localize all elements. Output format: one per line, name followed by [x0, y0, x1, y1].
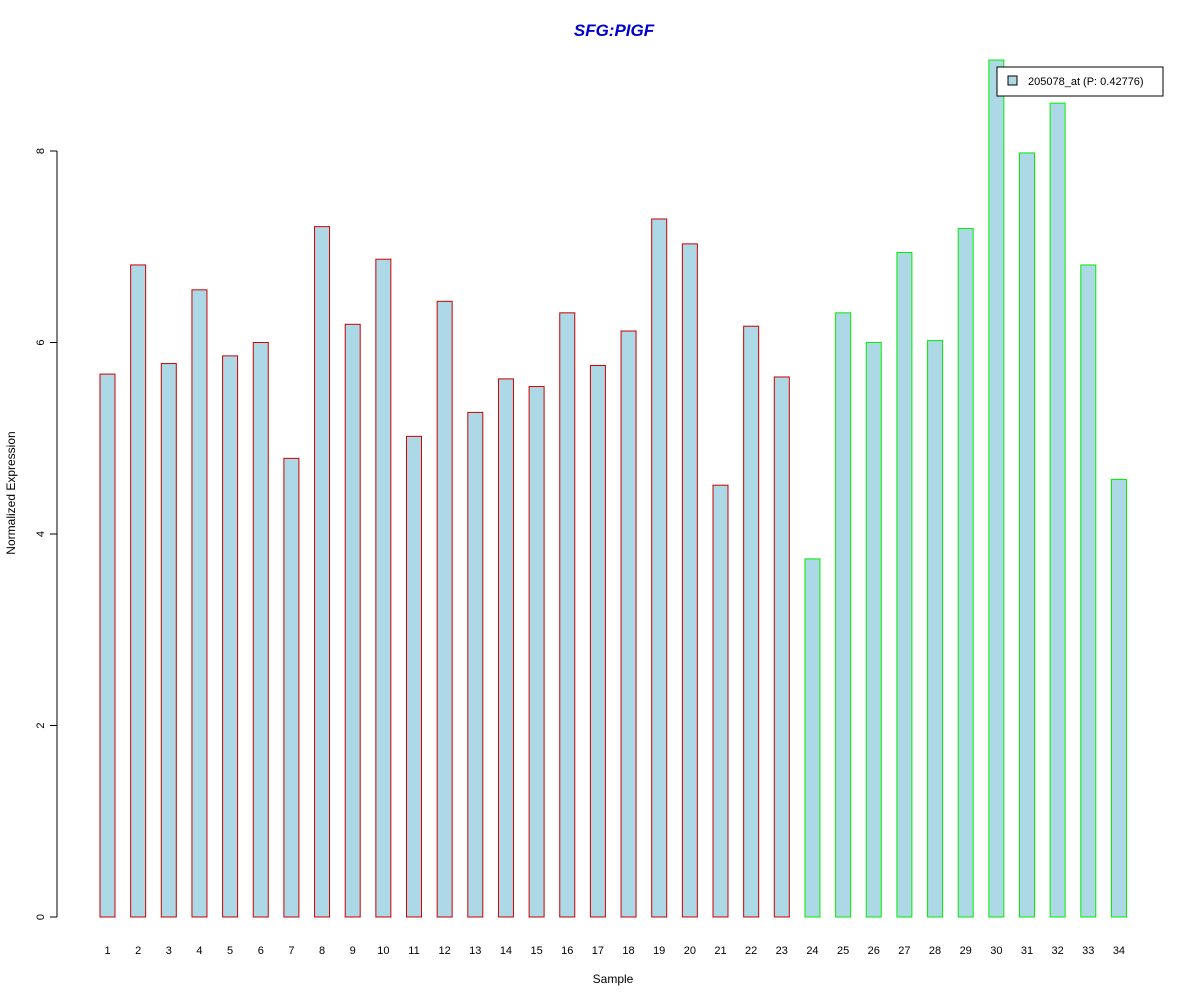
bar-sample-20: [681, 243, 698, 918]
legend: 205078_at (P: 0.42776): [996, 66, 1164, 97]
x-tick-label: 3: [166, 945, 172, 957]
x-tick-label: 29: [960, 945, 972, 957]
bar-sample-8: [314, 226, 331, 918]
x-tick-label: 10: [377, 945, 389, 957]
bar-sample-3: [160, 363, 177, 918]
x-tick-label: 25: [837, 945, 849, 957]
y-tick-label: 4: [35, 531, 47, 537]
x-tick-label: 22: [745, 945, 757, 957]
y-axis-label: Normalized Expression: [4, 431, 18, 554]
bar-sample-33: [1080, 264, 1097, 918]
bar-sample-30: [988, 59, 1005, 918]
bar-sample-16: [559, 312, 576, 918]
x-tick-label: 11: [408, 945, 419, 957]
x-tick-label: 8: [319, 945, 325, 957]
bar-sample-6: [252, 342, 269, 918]
x-tick-label: 33: [1082, 945, 1094, 957]
bar-sample-5: [222, 355, 239, 918]
bar-sample-31: [1019, 152, 1035, 918]
bar-sample-19: [651, 218, 668, 918]
x-tick-label: 19: [653, 945, 665, 957]
x-axis-label: Sample: [593, 972, 634, 986]
bar-sample-17: [589, 364, 606, 918]
x-tick-label: 23: [776, 945, 788, 957]
bar-sample-2: [130, 264, 147, 918]
x-tick-label: 16: [561, 945, 573, 957]
bar-sample-12: [436, 300, 453, 918]
bar-sample-10: [375, 258, 392, 918]
x-tick-label: 30: [990, 945, 1002, 957]
bar-sample-28: [927, 340, 944, 918]
x-tick-label: 24: [806, 945, 818, 957]
bar-sample-22: [743, 325, 760, 918]
chart-title: SFG:PIGF: [574, 21, 655, 40]
bar-sample-34: [1110, 478, 1127, 918]
x-tick-label: 32: [1052, 945, 1064, 957]
x-tick-label: 18: [622, 945, 634, 957]
x-tick-label: 1: [104, 945, 110, 957]
y-tick-label: 0: [35, 914, 47, 920]
bar-sample-27: [896, 252, 913, 918]
bar-sample-26: [865, 342, 882, 918]
bar-sample-1: [99, 373, 116, 918]
legend-box: [996, 66, 1164, 97]
bar-sample-9: [344, 323, 361, 918]
bar-sample-29: [957, 228, 974, 918]
x-tick-label: 2: [135, 945, 141, 957]
x-tick-label: 13: [469, 945, 481, 957]
y-tick-label: 6: [35, 339, 47, 345]
legend-swatch: [1007, 75, 1018, 86]
x-tick-label: 4: [196, 945, 202, 957]
x-tick-label: 28: [929, 945, 941, 957]
x-tick-label: 5: [227, 945, 233, 957]
x-tick-label: 15: [530, 945, 542, 957]
x-tick-label: 7: [288, 945, 294, 957]
bars: [99, 59, 1127, 918]
x-tick-label: 20: [684, 945, 696, 957]
x-tick-label: 34: [1113, 945, 1125, 957]
bar-sample-25: [835, 312, 852, 918]
x-tick-label: 9: [350, 945, 356, 957]
x-tick-label: 26: [868, 945, 880, 957]
bar-sample-13: [467, 411, 484, 918]
x-tick-label: 14: [500, 945, 512, 957]
x-tick-labels: 1 2 3 4 5 6 7 8 9 10 11 12 13 14 15 16 17 18 19 20 21 22 23 24 2…: [104, 945, 1125, 957]
bar-sample-4: [191, 289, 208, 918]
bar-sample-14: [497, 378, 514, 918]
bar-sample-32: [1049, 102, 1066, 918]
x-tick-label: 17: [592, 945, 604, 957]
x-tick-label: 12: [439, 945, 451, 957]
bar-sample-18: [620, 330, 637, 918]
y-tick-label: 2: [35, 722, 47, 728]
bar-sample-23: [773, 376, 790, 918]
bar-sample-24: [804, 558, 821, 918]
bar-sample-11: [406, 435, 422, 918]
x-tick-label: 31: [1021, 945, 1033, 957]
legend-series-name: 205078_at (P: 0.42776): [1028, 76, 1144, 88]
bar-sample-21: [712, 484, 729, 918]
y-tick-label: 8: [35, 148, 47, 154]
x-tick-label: 27: [898, 945, 910, 957]
bar-sample-7: [283, 457, 300, 918]
bar-sample-15: [528, 386, 545, 918]
x-tick-label: 6: [258, 945, 264, 957]
y-axis: 0 2 4 6 8: [35, 148, 58, 920]
x-tick-label: 21: [714, 945, 726, 957]
